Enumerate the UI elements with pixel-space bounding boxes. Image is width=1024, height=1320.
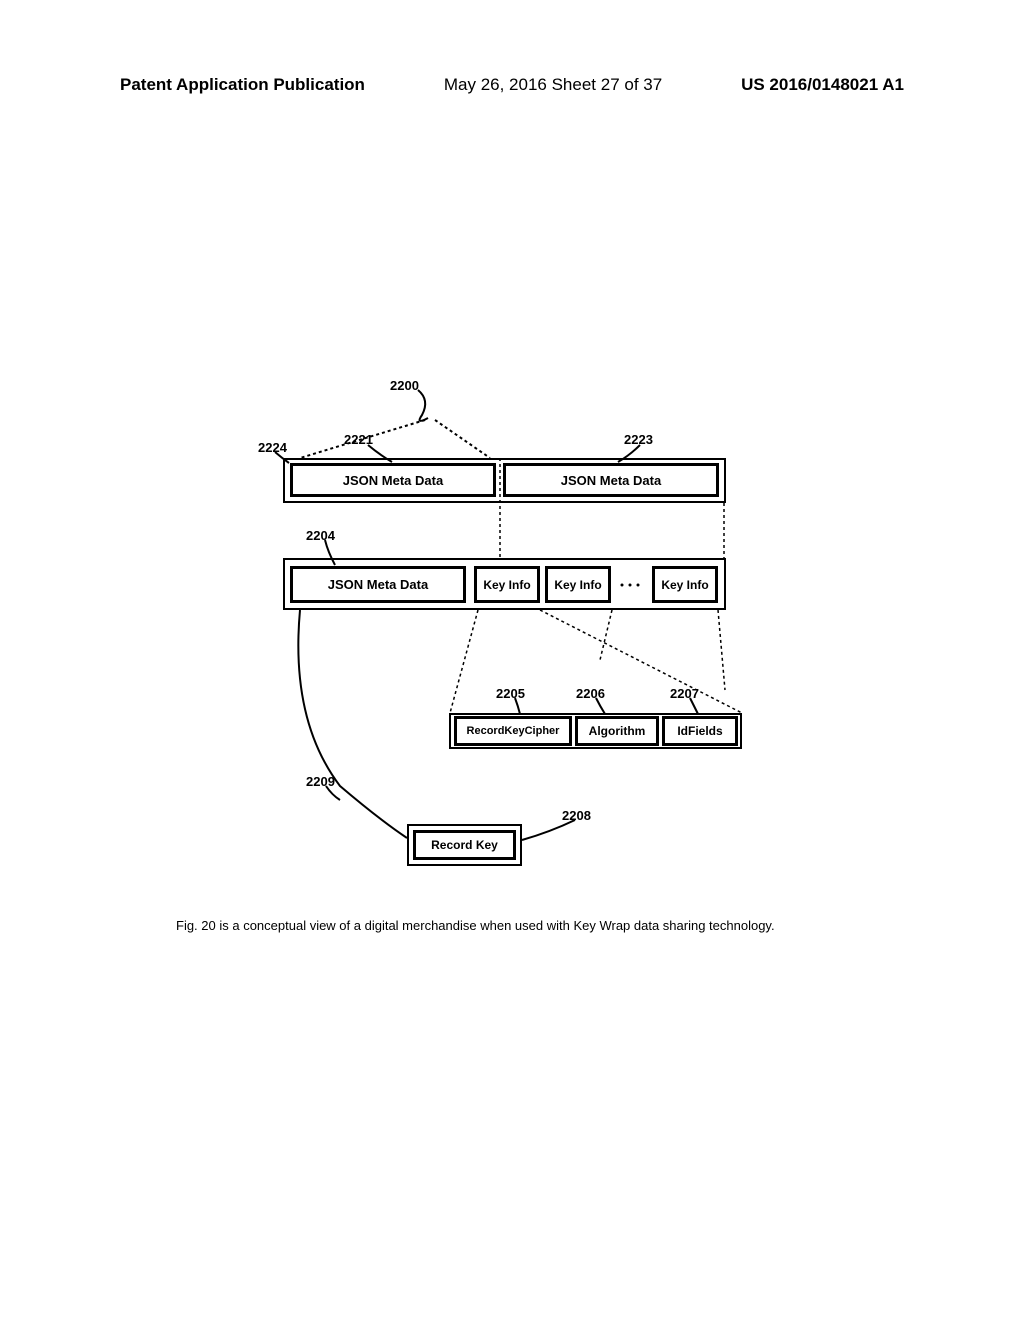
connector-lines (0, 0, 1024, 1320)
figure-caption: Fig. 20 is a conceptual view of a digita… (176, 918, 848, 933)
diagram: JSON Meta Data JSON Meta Data JSON Meta … (0, 0, 1024, 1320)
